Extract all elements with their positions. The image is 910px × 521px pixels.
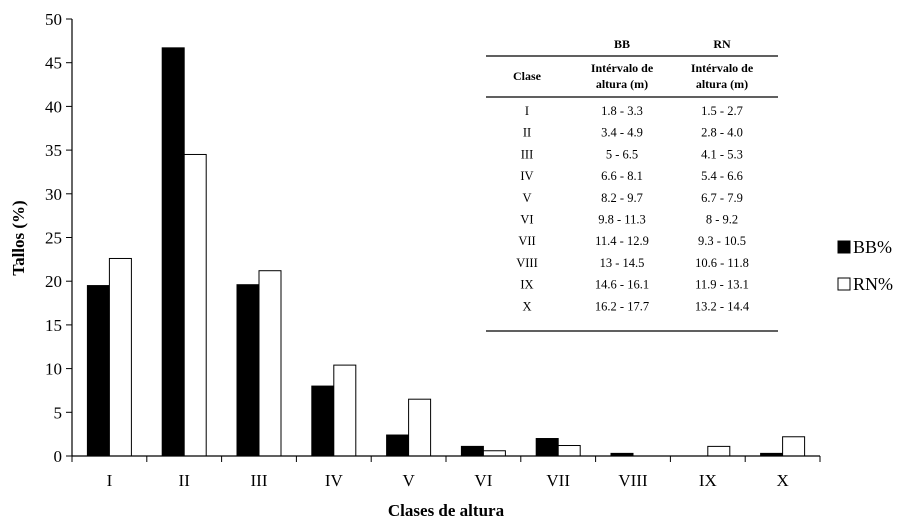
bars-layer [86,47,806,457]
legend-label-BB: BB% [853,237,892,257]
y-tick-label: 30 [45,185,62,204]
table-cell: 13 - 14.5 [600,256,645,270]
x-tick-label: VI [474,471,492,490]
table-col-header-interval: Intérvalo de [691,61,754,75]
bar-RN-V [408,398,432,457]
table-cell: 11.4 - 12.9 [595,234,649,248]
table-cell: 8.2 - 9.7 [601,191,643,205]
table-col-header-clase: Clase [513,69,542,83]
bar-RN-III [258,270,282,457]
ticks-layer: I II III IV V VI VII VIII IX X0510152025303540455… [45,10,789,490]
table-cell: II [523,126,531,140]
bar-RN-IV [333,364,357,457]
bar-RN-VII [557,445,581,457]
x-tick-label: VIII [618,471,648,490]
table-cell: 8 - 9.2 [706,213,738,227]
bar-RN-II [183,153,207,457]
x-tick-label: VII [546,471,570,490]
table-cell: 5 - 6.5 [606,147,638,161]
table-cell: I [525,104,529,118]
table-cell: 14.6 - 16.1 [595,278,649,292]
table-cell: IV [520,169,533,183]
x-tick-label: V [402,471,415,490]
table-cell: IX [520,278,533,292]
table-cell: 6.6 - 8.1 [601,169,643,183]
table-cell: 1.8 - 3.3 [601,104,643,118]
x-tick-label: IV [325,471,344,490]
table-cell: 1.5 - 2.7 [701,104,743,118]
table-col-header-interval: altura (m) [696,77,748,91]
table-cell: III [521,147,534,161]
bar-RN-I [108,257,132,457]
y-tick-label: 10 [45,360,62,379]
y-tick-label: 50 [45,10,62,29]
y-tick-label: 20 [45,272,62,291]
bar-BB-II [161,47,185,457]
legend-label-RN: RN% [853,274,893,294]
y-tick-label: 0 [54,447,63,466]
y-tick-label: 15 [45,316,62,335]
bar-BB-IV [311,385,335,457]
x-tick-label: X [776,471,788,490]
table-col-header-interval: Intérvalo de [591,61,654,75]
bar-BB-I [86,285,110,457]
table-cell: 4.1 - 5.3 [701,147,743,161]
table-cell: VI [520,213,533,227]
y-tick-label: 35 [45,141,62,160]
x-axis-title: Clases de altura [388,501,505,520]
legend-swatch-RN [837,277,851,291]
table-cell: 5.4 - 6.6 [701,169,743,183]
table-cell: 10.6 - 11.8 [695,256,749,270]
legend: BB% RN% [837,237,893,294]
table-cell: V [522,191,531,205]
x-tick-label: IX [699,471,717,490]
bar-RN-X [782,436,806,457]
bar-BB-V [386,434,410,457]
bar-RN-IX [707,445,731,457]
bar-BB-VII [535,438,559,457]
table-group-header-rn: RN [713,37,731,51]
table-cell: 11.9 - 13.1 [695,278,749,292]
table-cell: 6.7 - 7.9 [701,191,743,205]
table-cell: VII [518,234,535,248]
table-cell: 13.2 - 14.4 [695,299,750,313]
table-cell: 9.8 - 11.3 [598,213,645,227]
x-tick-label: I [107,471,113,490]
x-tick-label: II [179,471,191,490]
y-axis-title: Tallos (%) [9,200,28,275]
bar-RN-VI [482,450,506,457]
inset-table: BB RN Clase Intérvalo de altura (m) Intérvalo… [486,37,778,332]
table-cell: 9.3 - 10.5 [698,234,746,248]
y-tick-label: 45 [45,54,62,73]
table-cell: 16.2 - 17.7 [595,299,649,313]
legend-swatch-BB [837,240,851,254]
bar-BB-VI [460,445,484,457]
table-cell: 3.4 - 4.9 [601,126,643,140]
y-tick-label: 40 [45,97,62,116]
table-cell: X [522,299,531,313]
x-tick-label: III [251,471,268,490]
axes-layer [66,18,821,462]
table-col-header-interval: altura (m) [596,77,648,91]
bar-BB-III [236,284,260,457]
table-cell: VIII [516,256,538,270]
table-cell: 2.8 - 4.0 [701,126,743,140]
table-group-header-bb: BB [614,37,630,51]
y-tick-label: 5 [54,403,63,422]
y-tick-label: 25 [45,229,62,248]
